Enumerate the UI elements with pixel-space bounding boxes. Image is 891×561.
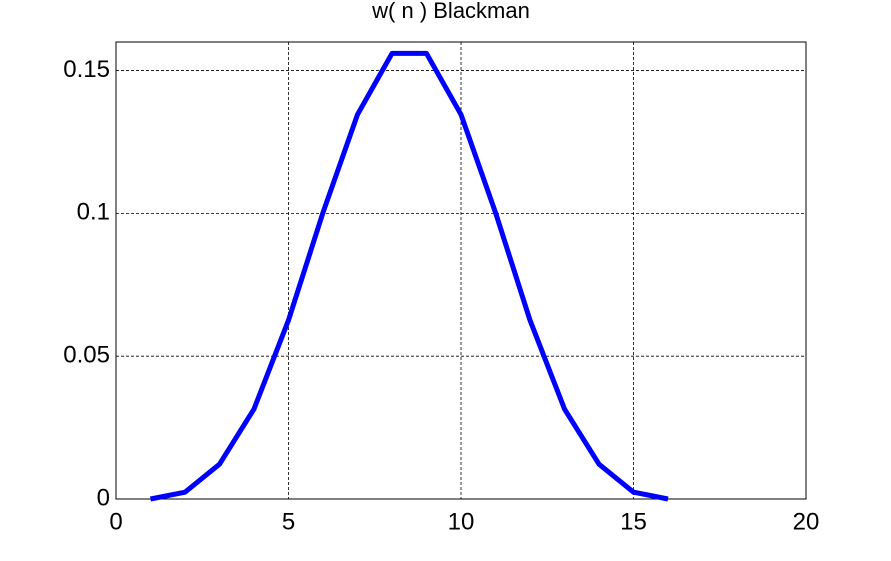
chart-title: w( n ) Blackman [371,0,530,23]
x-tick-label: 0 [109,508,122,535]
plot-frame [115,41,807,500]
x-tick-label: 10 [448,508,475,535]
x-tick-label: 5 [282,508,295,535]
y-tick-label: 0.15 [63,56,110,83]
y-tick-label: 0.05 [63,342,110,369]
y-tick-label: 0.1 [77,199,110,226]
y-tick-label: 0 [97,484,110,511]
x-tick-label: 20 [793,508,820,535]
data-line [150,50,669,502]
x-tick-label: 15 [620,508,647,535]
